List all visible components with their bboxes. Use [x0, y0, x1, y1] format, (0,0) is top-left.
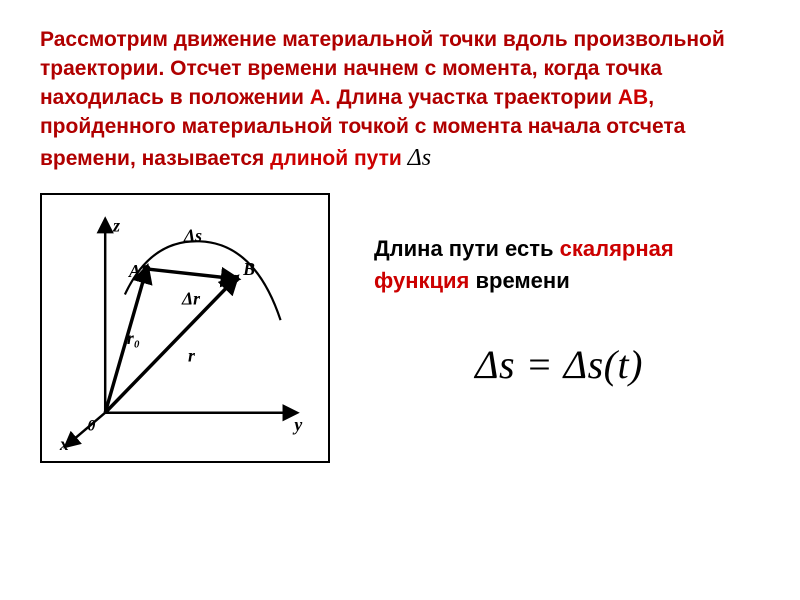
main-paragraph: Рассмотрим движение материальной точки в… — [40, 26, 764, 175]
sub-run-1: Длина пути есть — [374, 236, 560, 261]
svg-text:r: r — [188, 345, 196, 365]
svg-text:Δr: Δr — [181, 288, 201, 308]
para-run-1b: . — [325, 86, 331, 109]
svg-text:y: y — [292, 414, 302, 434]
svg-text:A: A — [128, 261, 141, 281]
formula: Δs = Δs(t) — [374, 341, 764, 388]
svg-text:x: x — [59, 434, 69, 453]
sub-run-2: времени — [469, 268, 569, 293]
svg-text:0: 0 — [87, 417, 95, 434]
right-column: Длина пути есть скалярная функция времен… — [330, 193, 764, 388]
kinematics-diagram: z y x 0 Δs A Br₀ r Δr — [52, 205, 318, 453]
svg-text:r₀: r₀ — [127, 328, 140, 348]
lower-row: z y x 0 Δs A Br₀ r Δr Длина пути есть скалярная … — [40, 193, 764, 463]
para-em-AB: АВ — [618, 86, 648, 109]
diagram-box: z y x 0 Δs A Br₀ r Δr — [40, 193, 330, 463]
svg-text:Δs: Δs — [183, 225, 202, 245]
subtext: Длина пути есть скалярная функция времен… — [374, 233, 764, 297]
svg-text:z: z — [112, 215, 120, 235]
svg-text:B: B — [242, 259, 255, 279]
para-run-2: Длина участка траектории — [337, 86, 618, 109]
delta-s-inline: Δs — [408, 145, 431, 171]
para-hl-dlina: длиной пути — [270, 147, 402, 170]
para-em-A: А — [310, 86, 325, 109]
slide: Рассмотрим движение материальной точки в… — [0, 0, 800, 600]
